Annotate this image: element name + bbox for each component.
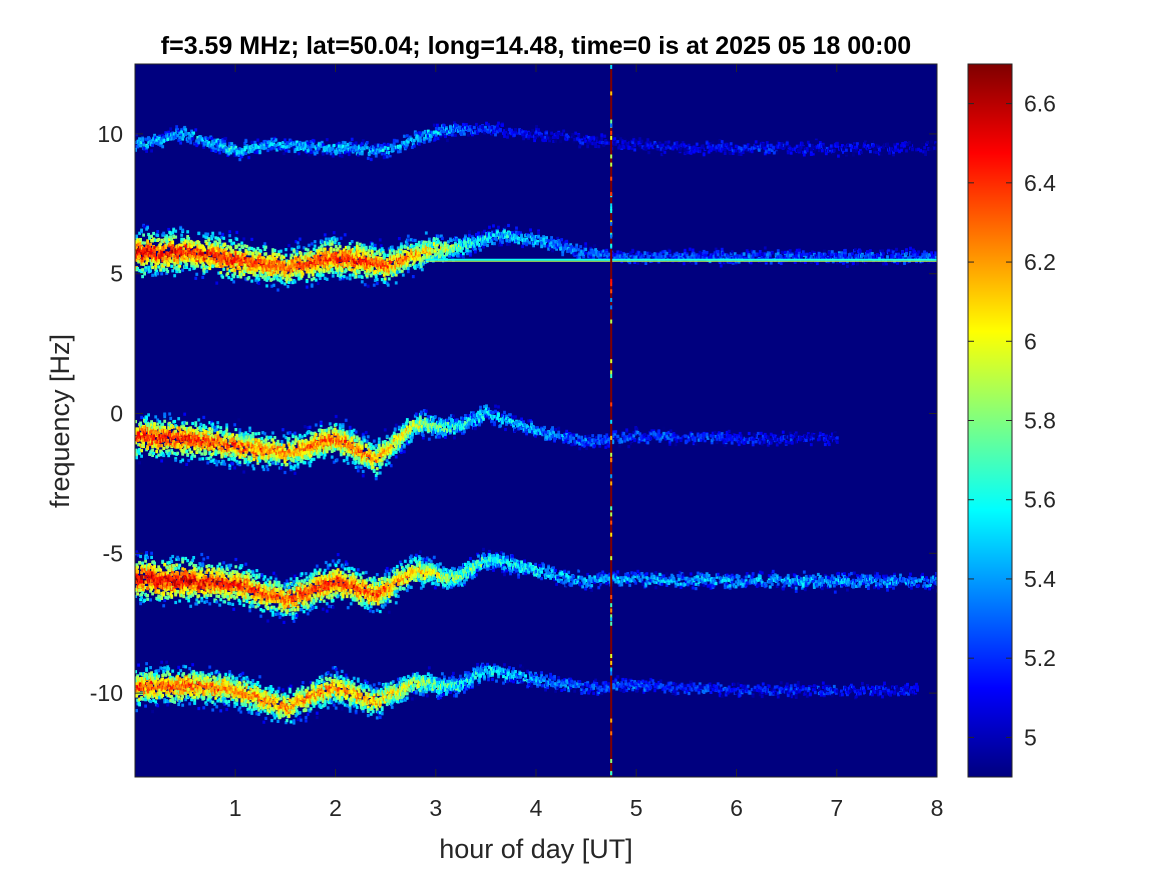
horizontal-carrier-line	[425, 258, 937, 262]
x-tick-label: 3	[429, 795, 442, 821]
trace-5	[135, 660, 919, 725]
colorbar-tick-label: 5.6	[1024, 487, 1056, 513]
vertical-line-segment	[610, 206, 613, 211]
vertical-line-segment	[610, 370, 613, 375]
vertical-line-segment	[610, 402, 613, 407]
vertical-line-segment	[610, 282, 613, 287]
vertical-line-segment	[610, 608, 613, 613]
vertical-line-segment	[610, 660, 613, 665]
y-axis-ticks: -10 -5 0 5 10	[90, 121, 937, 706]
vertical-line-segment	[610, 176, 613, 181]
colorbar-tick-label: 5.8	[1024, 408, 1056, 434]
vertical-line-segment	[610, 154, 613, 159]
vertical-line-segment	[610, 603, 613, 608]
spectrogram-traces	[135, 121, 937, 725]
colorbar-tick-label: 5.4	[1024, 566, 1056, 592]
colorbar	[967, 63, 1013, 778]
vertical-line-segment	[610, 192, 613, 197]
colorbar-tick-label: 5.2	[1024, 645, 1056, 671]
vertical-line-segment	[610, 512, 613, 517]
vertical-line-segment	[610, 162, 613, 167]
colorbar-tick-label: 6	[1024, 328, 1037, 354]
vertical-line-segment	[610, 731, 613, 736]
vertical-line-segment	[610, 621, 613, 626]
trace-3	[135, 404, 839, 481]
vertical-line-segment	[610, 319, 613, 324]
vertical-line-segment	[610, 243, 613, 248]
vertical-line-segment	[610, 297, 613, 302]
vertical-line-segment	[610, 209, 613, 214]
x-tick-label: 2	[329, 795, 342, 821]
vertical-line-segment	[610, 758, 613, 763]
x-tick-label: 4	[530, 795, 543, 821]
vertical-line-segment	[610, 458, 613, 463]
y-tick-label: 10	[97, 121, 123, 147]
vertical-line-segment	[610, 532, 613, 537]
trace-4	[135, 547, 937, 624]
vertical-line-segment	[610, 130, 613, 135]
vertical-line-segment	[610, 481, 613, 486]
vertical-line-segment	[610, 474, 613, 479]
colorbar-tick-label: 6.4	[1024, 170, 1056, 196]
vertical-line-segment	[610, 617, 613, 622]
x-axis-ticks: 1 2 3 4 5 6 7 8	[229, 64, 944, 821]
trace-1	[135, 121, 937, 162]
chart-title: f=3.59 MHz; lat=50.04; long=14.48, time=…	[161, 32, 911, 60]
vertical-line-segment	[610, 614, 613, 619]
vertical-line-segment	[610, 305, 613, 310]
plot-area	[135, 64, 937, 777]
vertical-line-segment	[610, 671, 613, 676]
vertical-line-segment	[610, 374, 613, 379]
vertical-line-segment	[610, 718, 613, 723]
vertical-line-segment	[610, 119, 613, 124]
vertical-line-segment	[610, 221, 613, 226]
vertical-line-segment	[610, 435, 613, 440]
vertical-line-segment	[610, 64, 613, 69]
vertical-line-segment	[610, 123, 613, 128]
colorbar-tick-label: 6.6	[1024, 91, 1056, 117]
colorbar-tick-label: 6.2	[1024, 249, 1056, 275]
y-axis-label: frequency [Hz]	[45, 334, 75, 508]
vertical-line-segment	[610, 278, 613, 283]
vertical-line-segment	[610, 234, 613, 239]
vertical-line-segment	[610, 506, 613, 511]
vertical-line-segment	[610, 135, 613, 140]
vertical-line-segment	[610, 419, 613, 424]
vertical-line-segment	[610, 654, 613, 659]
colorbar-tick-label: 5	[1024, 724, 1037, 750]
x-tick-label: 7	[830, 795, 843, 821]
x-tick-label: 6	[730, 795, 743, 821]
vertical-line-segment	[610, 359, 613, 364]
vertical-line-segment	[610, 289, 613, 294]
y-tick-label: -5	[103, 540, 123, 566]
vertical-line-segment	[610, 556, 613, 561]
trace-2	[135, 223, 937, 292]
x-tick-label: 1	[229, 795, 242, 821]
vertical-line-segment	[610, 667, 613, 672]
x-tick-label: 5	[630, 795, 643, 821]
vertical-line-segment	[610, 595, 613, 600]
x-axis-label: hour of day [UT]	[439, 834, 633, 864]
vertical-line-segment	[610, 520, 613, 525]
vertical-line-segment	[610, 771, 613, 776]
x-tick-label: 8	[931, 795, 944, 821]
vertical-line-segment	[610, 452, 613, 457]
vertical-line-segment	[610, 203, 613, 208]
colorbar-ticks: 5 5.2 5.4 5.6 5.8 6 6.2 6.4 6.6	[968, 91, 1056, 750]
y-tick-label: -10	[90, 680, 123, 706]
vertical-line-segment	[610, 91, 613, 96]
y-tick-label: 0	[110, 401, 123, 427]
vertical-artifact-line	[610, 64, 613, 777]
y-tick-label: 5	[110, 261, 123, 287]
